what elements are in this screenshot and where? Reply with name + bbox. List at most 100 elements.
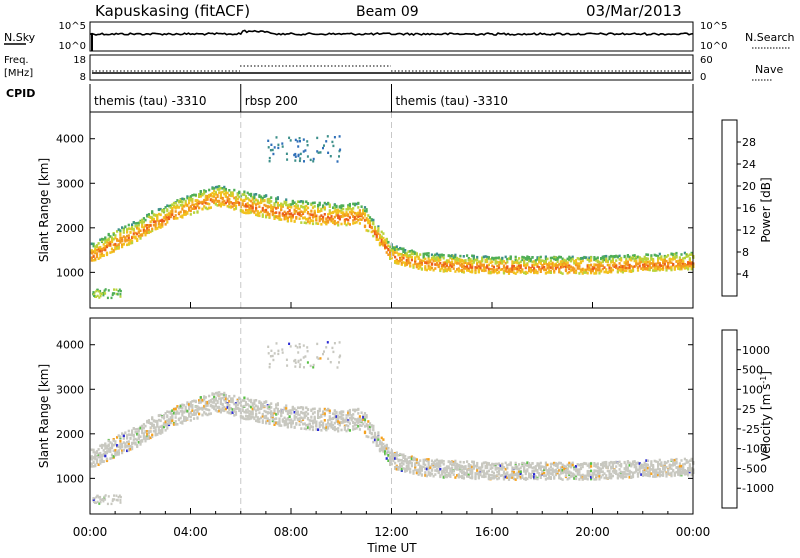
echo-cell: [438, 472, 440, 475]
echo-cell: [191, 200, 193, 203]
echo-cell: [320, 151, 322, 153]
echo-cell: [486, 467, 488, 470]
echo-cell: [196, 416, 198, 419]
echo-cell: [411, 465, 413, 468]
echo-cell: [349, 422, 351, 425]
echo-cell: [443, 254, 445, 257]
echo-cell: [299, 157, 301, 159]
echo-cell: [287, 219, 289, 222]
echo-cell: [394, 462, 396, 465]
echo-cell: [138, 430, 140, 433]
echo-cell: [265, 216, 267, 219]
echo-cell: [659, 253, 661, 256]
echo-cell: [108, 289, 110, 291]
echo-cell: [493, 266, 495, 269]
echo-cell: [123, 231, 125, 234]
echo-cell: [491, 466, 493, 469]
echo-cell: [421, 474, 423, 477]
echo-cell: [126, 231, 128, 234]
echo-cell: [171, 210, 173, 213]
echo-cell: [498, 477, 500, 480]
echo-cell: [176, 423, 178, 426]
echo-cell: [463, 270, 465, 273]
echo-cell: [421, 268, 423, 271]
echo-cell: [402, 257, 404, 260]
echo-cell: [272, 414, 274, 417]
echo-cell: [412, 266, 414, 269]
echo-cell: [412, 472, 414, 475]
echo-cell: [590, 462, 592, 465]
echo-cell: [552, 473, 554, 476]
echo-cell: [300, 427, 302, 430]
echo-cell: [270, 196, 272, 199]
echo-cell: [238, 397, 240, 400]
echo-cell: [374, 226, 376, 229]
echo-cell: [605, 255, 607, 258]
freq-left-tick-top: 18: [73, 55, 86, 66]
echo-cell: [362, 423, 364, 426]
echo-cell: [270, 144, 272, 146]
echo-cell: [377, 229, 379, 232]
echo-cell: [675, 256, 677, 259]
echo-cell: [632, 476, 634, 479]
echo-cell: [124, 431, 126, 434]
echo-cell: [253, 402, 255, 405]
echo-cell: [295, 139, 297, 141]
echo-cell: [277, 198, 279, 201]
echo-cell: [424, 464, 426, 467]
echo-cell: [106, 252, 108, 255]
echo-cell: [557, 467, 559, 470]
echo-cell: [364, 225, 366, 228]
echo-cell: [235, 411, 237, 414]
echo-cell: [186, 418, 188, 421]
echo-cell: [217, 196, 219, 199]
echo-cell: [104, 249, 106, 252]
echo-cell: [281, 142, 283, 144]
echo-cell: [193, 211, 195, 214]
echo-cell: [243, 397, 245, 400]
echo-cell: [625, 475, 627, 478]
echo-cell: [139, 443, 141, 446]
echo-cell: [352, 413, 354, 416]
echo-cell: [104, 236, 106, 239]
echo-cell: [680, 253, 682, 256]
echo-cell: [565, 474, 567, 477]
echo-cell: [228, 198, 230, 201]
echo-cell: [98, 290, 100, 292]
echo-cell: [411, 462, 413, 465]
echo-cell: [366, 416, 368, 419]
echo-cell: [324, 213, 326, 216]
echo-cell: [201, 414, 203, 417]
echo-cell: [342, 414, 344, 417]
echo-cell: [434, 267, 436, 270]
echo-cell: [627, 261, 629, 264]
echo-cell: [166, 416, 168, 419]
echo-cell: [275, 211, 277, 214]
echo-cell: [313, 158, 315, 160]
echo-cell: [258, 205, 260, 208]
echo-cell: [637, 269, 639, 272]
echo-cell: [100, 295, 102, 297]
echo-cell: [501, 463, 503, 466]
echo-cell: [377, 435, 379, 438]
echo-cell: [171, 419, 173, 422]
echo-cell: [317, 428, 319, 431]
echo-cell: [190, 419, 192, 422]
echo-cell: [619, 255, 621, 258]
echo-cell: [104, 455, 106, 458]
echo-cell: [175, 408, 177, 411]
echo-cell: [297, 205, 299, 208]
echo-cell: [439, 465, 441, 468]
echo-cell: [317, 222, 319, 225]
echo-cell: [290, 220, 292, 223]
echo-cell: [329, 410, 331, 413]
echo-cell: [235, 207, 237, 210]
echo-cell: [453, 267, 455, 270]
echo-cell: [206, 198, 208, 201]
colorbar-tick-label: 20: [742, 180, 756, 193]
noise-right-tick-top: 10^5: [700, 21, 727, 32]
echo-cell: [409, 471, 411, 474]
echo-cell: [597, 462, 599, 465]
echo-cell: [516, 466, 518, 469]
